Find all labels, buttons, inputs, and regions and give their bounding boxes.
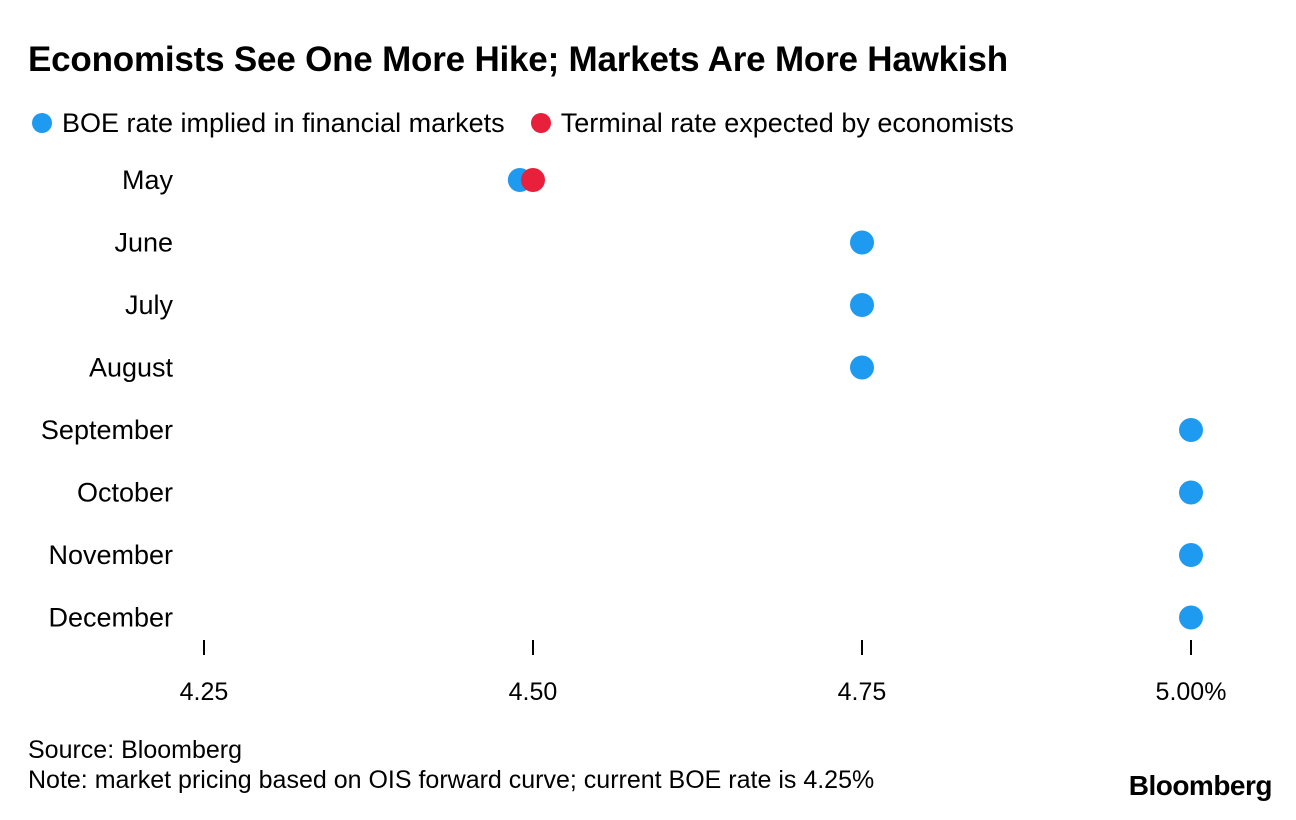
y-tick-label-july: July (125, 290, 174, 320)
y-tick-label-november: November (48, 540, 173, 570)
legend-label-markets: BOE rate implied in financial markets (62, 107, 505, 138)
y-tick-label-august: August (89, 353, 174, 383)
legend-label-economists: Terminal rate expected by economists (560, 107, 1014, 138)
legend-item-markets: BOE rate implied in financial markets (28, 108, 505, 139)
bloomberg-logo: Bloomberg (1128, 770, 1273, 801)
point-series0-july (850, 293, 874, 317)
x-tick-label-1: 4.50 (509, 678, 558, 706)
legend-marker-markets (32, 113, 52, 133)
y-tick-label-september: September (41, 415, 173, 445)
point-series0-august (850, 355, 874, 380)
y-tick-label-december: December (48, 603, 173, 633)
x-tick-label-2: 4.75 (838, 678, 887, 706)
point-series0-october (1179, 480, 1203, 505)
point-series0-september (1179, 418, 1203, 442)
x-tick-label-0: 4.25 (180, 678, 229, 706)
y-tick-label-june: June (114, 228, 173, 258)
legend-marker-economists (530, 113, 551, 133)
point-series0-november (1179, 543, 1203, 567)
point-series1-may (521, 168, 545, 192)
footnote: Note: market pricing based on OIS forwar… (28, 766, 875, 794)
legend: BOE rate implied in financial markets Te… (28, 105, 1036, 141)
source-note: Source: Bloomberg (28, 736, 243, 764)
y-tick-label-october: October (77, 478, 173, 508)
point-series0-june (850, 230, 874, 255)
chart-title: Economists See One More Hike; Markets Ar… (28, 40, 1008, 79)
point-series0-december (1179, 605, 1203, 630)
footer: Source: Bloomberg Note: market pricing b… (28, 735, 874, 795)
y-tick-label-may: May (122, 165, 174, 195)
legend-item-economists: Terminal rate expected by economists (527, 108, 1014, 139)
x-tick-label-3: 5.00% (1156, 678, 1227, 706)
